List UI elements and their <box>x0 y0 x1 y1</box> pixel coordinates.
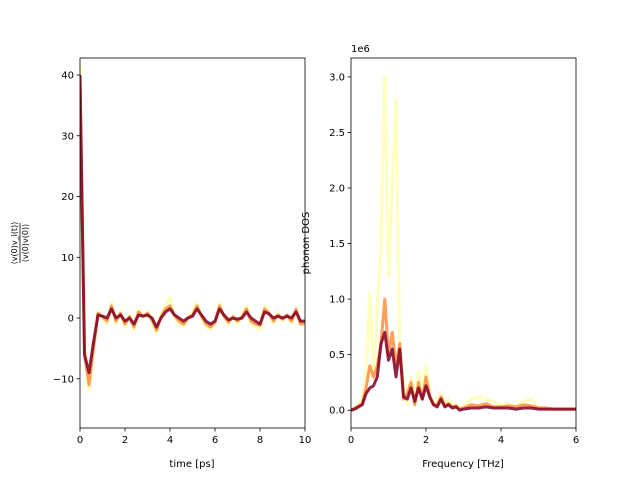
y-tick-label: 10 <box>61 253 74 264</box>
x-tick-label: 6 <box>573 435 579 446</box>
y-tick-label: 3.0 <box>329 72 345 83</box>
vacf-ylabel-denominator: ⟨v(0)v(0)⟩ <box>21 224 30 262</box>
y-tick-label: 0.0 <box>329 406 345 417</box>
y-tick-label: 1.0 <box>329 295 345 306</box>
series-line-2 <box>351 330 576 412</box>
vacf-ylabel: ⟨v(0)v_i(t)⟩ ⟨v(0)v(0)⟩ <box>10 222 30 265</box>
series-line-1 <box>80 87 305 387</box>
x-tick-label: 0 <box>77 435 83 446</box>
axes-frame <box>79 57 306 429</box>
x-tick-label: 4 <box>167 435 173 446</box>
x-tick-label: 10 <box>299 435 312 446</box>
y-tick-label: 1.5 <box>329 239 345 250</box>
x-tick-label: 6 <box>212 435 218 446</box>
x-tick-label: 2 <box>122 435 128 446</box>
series-line-0 <box>80 62 305 393</box>
y-tick-label: 40 <box>61 71 74 82</box>
dos-offset-text: 1e6 <box>351 44 370 55</box>
x-tick-label: 8 <box>257 435 263 446</box>
x-tick-label: 4 <box>498 435 504 446</box>
series-line-0 <box>351 75 576 412</box>
dos-ylabel: phonon DOS <box>301 212 312 275</box>
x-tick-label: 2 <box>423 435 429 446</box>
axes-frame <box>350 57 577 429</box>
vacf-axes: 0 2 4 6 8 10 −10 0 10 20 30 40 <box>53 57 312 446</box>
x-tick-label: 0 <box>348 435 354 446</box>
y-tick-label: 20 <box>61 192 74 203</box>
y-tick-label: 2.5 <box>329 128 345 139</box>
vacf-ylabel-numerator: ⟨v(0)v_i(t)⟩ <box>10 222 19 265</box>
y-tick-label: 30 <box>61 131 74 142</box>
series-line-2 <box>80 74 305 375</box>
series-line-1 <box>351 297 576 412</box>
y-tick-label: 2.0 <box>329 184 345 195</box>
vacf-xlabel: time [ps] <box>169 459 214 470</box>
y-tick-label: 0.5 <box>329 350 345 361</box>
dos-xlabel: Frequency [THz] <box>422 459 504 470</box>
y-tick-label: −10 <box>53 374 74 385</box>
y-tick-label: 0 <box>68 314 74 325</box>
dos-axes: 0 2 4 6 0.0 0.5 1.0 1.5 2.0 2.5 3.0 <box>329 57 579 446</box>
